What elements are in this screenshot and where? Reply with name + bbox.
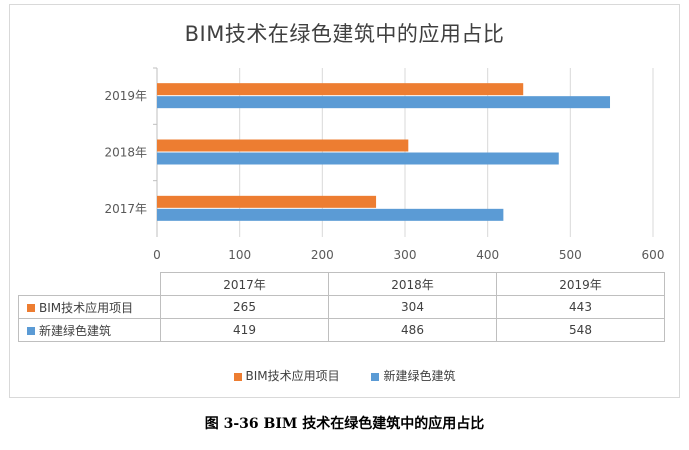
bar xyxy=(157,139,409,152)
x-tick-label: 300 xyxy=(394,248,417,262)
legend-swatch xyxy=(371,372,380,381)
x-tick-label: 100 xyxy=(228,248,251,262)
bar xyxy=(157,195,377,208)
series-name: 新建绿色建筑 xyxy=(39,323,112,338)
x-tick-label: 500 xyxy=(559,248,582,262)
y-tick-label: 2018年 xyxy=(104,146,147,160)
x-tick-label: 600 xyxy=(642,248,665,262)
legend-item: BIM技术应用项目 xyxy=(233,367,340,384)
x-tick-label: 0 xyxy=(153,248,161,262)
data-table-cell: 548 xyxy=(496,318,665,342)
bar xyxy=(157,83,524,96)
data-table-row-label: 新建绿色建筑 xyxy=(18,318,161,342)
data-table-header-row: 2017年 2018年 2019年 xyxy=(19,272,665,296)
y-tick-label: 2019年 xyxy=(104,89,147,103)
legend-item: 新建绿色建筑 xyxy=(371,367,455,384)
data-table-header: 2018年 xyxy=(328,272,497,296)
bar-plot: 0 100 200 300 400 500 600 2017年 2018年 2019年 xyxy=(104,67,665,262)
data-table-corner xyxy=(19,273,161,296)
data-table-cell: 486 xyxy=(328,318,497,342)
data-table-cell: 419 xyxy=(160,318,329,342)
data-table-header: 2019年 xyxy=(496,272,665,296)
data-table: 2017年 2018年 2019年 BIM技术应用项目 265 304 443 … xyxy=(18,272,665,342)
legend-label: 新建绿色建筑 xyxy=(383,369,456,383)
figure-caption: 图 3-36 BIM 技术在绿色建筑中的应用占比 xyxy=(204,416,485,432)
data-table-row: BIM技术应用项目 265 304 443 xyxy=(18,295,665,319)
data-table-header: 2017年 xyxy=(160,272,329,296)
legend: BIM技术应用项目 新建绿色建筑 xyxy=(9,367,680,384)
data-table-row: 新建绿色建筑 419 486 548 xyxy=(18,318,665,342)
legend-label: BIM技术应用项目 xyxy=(245,369,340,383)
legend-swatch xyxy=(233,372,242,381)
bar xyxy=(157,96,611,109)
data-table-cell: 443 xyxy=(496,295,665,319)
bar xyxy=(157,208,504,221)
series-swatch xyxy=(27,304,35,312)
x-tick-label: 400 xyxy=(476,248,499,262)
data-table-row-label: BIM技术应用项目 xyxy=(18,295,161,319)
y-tick-label: 2017年 xyxy=(104,202,147,216)
data-table-cell: 265 xyxy=(160,295,329,319)
chart-title: BIM技术在绿色建筑中的应用占比 xyxy=(184,22,505,46)
series-name: BIM技术应用项目 xyxy=(39,300,134,315)
data-table-cell: 304 xyxy=(328,295,497,319)
bar xyxy=(157,152,559,165)
x-tick-label: 200 xyxy=(311,248,334,262)
series-swatch xyxy=(27,327,35,335)
